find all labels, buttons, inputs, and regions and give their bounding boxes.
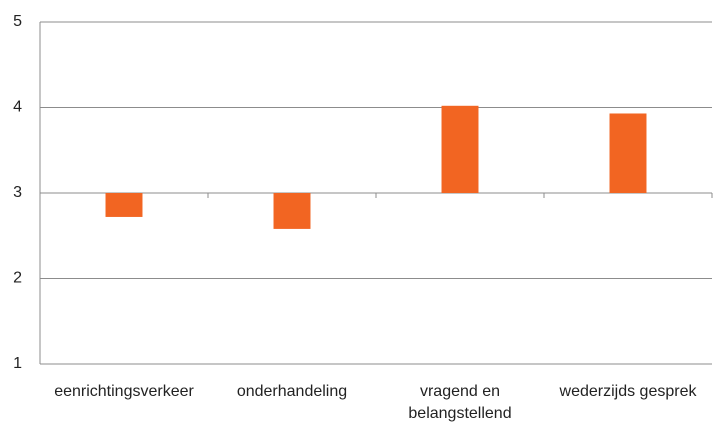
- y-tick-label: 3: [13, 184, 22, 201]
- y-tick-label: 2: [13, 270, 22, 287]
- y-tick-label: 5: [13, 13, 22, 30]
- bar: [609, 113, 647, 193]
- x-tick-label: wederzijds gesprek: [559, 383, 697, 400]
- x-tick-label: onderhandeling: [236, 383, 348, 400]
- bar: [105, 193, 143, 217]
- bar: [441, 105, 479, 193]
- y-tick-label: 4: [13, 99, 22, 116]
- x-tick-label: vragend en belangstellend: [408, 383, 512, 422]
- x-tick-label: eenrichtingsverkeer: [54, 383, 194, 400]
- bar: [273, 193, 311, 229]
- y-tick-label: 1: [13, 355, 22, 372]
